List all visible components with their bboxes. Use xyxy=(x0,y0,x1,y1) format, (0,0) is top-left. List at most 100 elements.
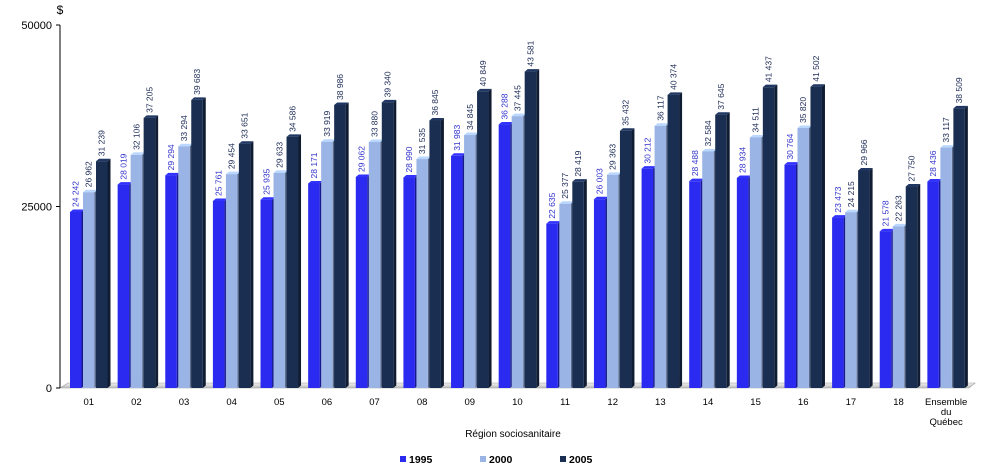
x-axis-title: Région sociosanitaire xyxy=(465,429,561,440)
bar-value-label: 22 635 xyxy=(547,192,557,218)
bar-top xyxy=(260,197,276,200)
bar-value-label: 33 294 xyxy=(179,115,189,141)
bar-top xyxy=(83,189,98,193)
bar-value-label: 43 581 xyxy=(525,40,535,66)
bar-2000-17 xyxy=(892,226,905,388)
bar-side xyxy=(631,128,635,389)
bar-top xyxy=(546,221,561,224)
bar-2005-17 xyxy=(905,186,918,388)
bar-top xyxy=(784,162,799,165)
bar-1995-7 xyxy=(403,177,415,388)
bar-side xyxy=(440,118,444,388)
bar-side xyxy=(726,112,730,389)
bar-2005-16 xyxy=(858,170,870,388)
bar-top xyxy=(191,97,206,100)
bar-value-label: 29 294 xyxy=(166,144,176,170)
bar-value-label: 36 845 xyxy=(430,89,440,115)
y-unit-label: $ xyxy=(57,3,64,17)
bar-2005-5 xyxy=(334,104,346,388)
x-category-label: 08 xyxy=(417,397,428,408)
bar-1995-14 xyxy=(736,177,749,388)
bar-value-label: 40 374 xyxy=(668,64,678,90)
bar-2000-16 xyxy=(845,212,857,388)
bar-top xyxy=(715,112,730,115)
x-category-label: 01 xyxy=(83,397,94,408)
x-category-label: 16 xyxy=(798,397,809,408)
bar-top xyxy=(334,102,349,105)
bar-top xyxy=(736,175,752,178)
bar-value-label: 37 645 xyxy=(716,83,726,109)
bar-value-label: 28 419 xyxy=(573,150,583,176)
bar-2000-8 xyxy=(464,135,476,388)
bar-value-label: 29 633 xyxy=(274,142,284,168)
bar-2000-18 xyxy=(940,147,952,388)
bar-2005-15 xyxy=(810,86,822,388)
bar-top xyxy=(130,152,146,155)
bar-value-label: 38 986 xyxy=(335,74,345,100)
x-category-label: 06 xyxy=(322,397,333,408)
bar-1995-1 xyxy=(117,184,130,388)
bar-1995-17 xyxy=(879,231,892,388)
x-category-label: 10 xyxy=(512,397,523,408)
bar-value-label: 35 820 xyxy=(798,97,808,123)
bar-value-label: 26 003 xyxy=(595,168,605,194)
bar-2000-2 xyxy=(178,146,190,388)
bar-value-label: 33 651 xyxy=(240,112,250,138)
bar-2005-9 xyxy=(524,71,537,389)
bar-value-label: 37 205 xyxy=(144,87,154,113)
bar-1995-11 xyxy=(593,199,606,388)
bar-2005-0 xyxy=(96,161,108,388)
bar-top xyxy=(165,172,180,176)
bar-side xyxy=(869,167,873,388)
bar-top xyxy=(416,156,431,160)
bar-top xyxy=(905,184,921,187)
bar-value-label: 41 437 xyxy=(764,56,774,82)
bar-top xyxy=(559,201,574,204)
bar-top xyxy=(498,122,514,125)
bar-2000-4 xyxy=(273,172,286,388)
bar-value-label: 36 117 xyxy=(655,95,665,121)
bar-top xyxy=(464,132,479,136)
bar-2005-11 xyxy=(619,130,632,389)
bar-2005-8 xyxy=(477,91,489,389)
bar-top xyxy=(749,134,765,138)
bar-side xyxy=(536,69,540,389)
bar-value-label: 33 880 xyxy=(370,111,380,137)
bar-top xyxy=(355,174,371,178)
bar-top xyxy=(117,182,133,185)
bar-2000-11 xyxy=(606,174,619,388)
bar-value-label: 24 242 xyxy=(71,181,81,207)
legend-label: 1995 xyxy=(409,454,433,466)
bar-2000-15 xyxy=(797,127,809,388)
legend-swatch xyxy=(480,456,486,462)
bar-value-label: 33 117 xyxy=(941,117,951,143)
bar-value-label: 31 983 xyxy=(452,125,462,151)
bar-top xyxy=(641,166,657,169)
bar-top xyxy=(689,178,704,182)
chart-category-labels: 01 02 03 04 05 06 07 08 09 10 11 12 13 14 15 16 17 18 Ense… xyxy=(83,397,967,428)
bar-top xyxy=(403,175,418,178)
bar-2000-6 xyxy=(368,142,381,388)
bar-2005-4 xyxy=(286,136,299,388)
bar-value-label: 22 263 xyxy=(893,195,903,221)
bar-1995-2 xyxy=(165,175,177,388)
bar-value-label: 31 535 xyxy=(417,128,427,154)
bar-side xyxy=(345,102,349,388)
bar-2000-10 xyxy=(559,203,571,388)
bar-top xyxy=(286,134,302,137)
chart-bars xyxy=(70,69,968,389)
x-category-label: 07 xyxy=(369,397,380,408)
bar-top xyxy=(178,143,193,147)
bar-side xyxy=(155,115,159,389)
bar-value-label: 21 578 xyxy=(880,200,890,226)
bar-1995-8 xyxy=(451,155,463,388)
bar-value-label: 25 935 xyxy=(261,168,271,194)
bar-side xyxy=(917,184,921,388)
bar-1995-12 xyxy=(641,168,654,388)
bar-top xyxy=(702,148,717,152)
bar-1995-15 xyxy=(784,164,796,388)
bar-value-label: 27 750 xyxy=(906,155,916,181)
bar-value-label: 38 509 xyxy=(954,77,964,103)
legend-swatch xyxy=(400,456,406,462)
x-category-label: 18 xyxy=(893,397,904,408)
